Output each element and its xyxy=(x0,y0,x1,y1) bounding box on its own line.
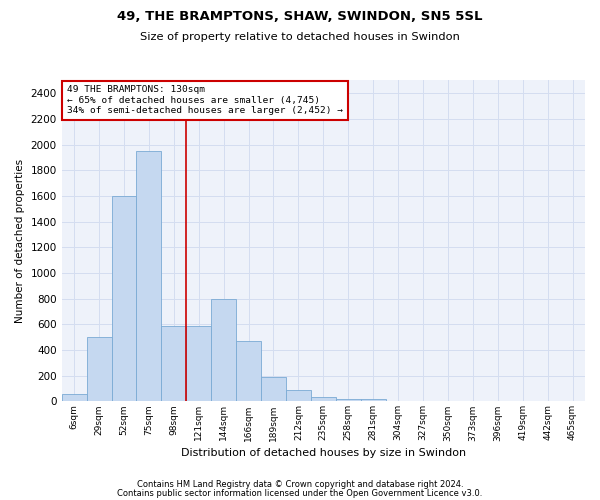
Text: Contains public sector information licensed under the Open Government Licence v3: Contains public sector information licen… xyxy=(118,488,482,498)
Bar xyxy=(336,399,361,402)
Bar xyxy=(211,298,236,402)
X-axis label: Distribution of detached houses by size in Swindon: Distribution of detached houses by size … xyxy=(181,448,466,458)
Bar xyxy=(361,400,386,402)
Bar xyxy=(62,394,86,402)
Bar xyxy=(236,341,261,402)
Bar xyxy=(186,326,211,402)
Bar xyxy=(261,377,286,402)
Text: Size of property relative to detached houses in Swindon: Size of property relative to detached ho… xyxy=(140,32,460,42)
Y-axis label: Number of detached properties: Number of detached properties xyxy=(15,159,25,323)
Bar xyxy=(286,390,311,402)
Bar xyxy=(112,196,136,402)
Bar xyxy=(161,326,186,402)
Bar xyxy=(86,337,112,402)
Bar xyxy=(311,397,336,402)
Bar xyxy=(136,151,161,402)
Bar xyxy=(386,401,410,402)
Text: 49, THE BRAMPTONS, SHAW, SWINDON, SN5 5SL: 49, THE BRAMPTONS, SHAW, SWINDON, SN5 5S… xyxy=(117,10,483,23)
Text: Contains HM Land Registry data © Crown copyright and database right 2024.: Contains HM Land Registry data © Crown c… xyxy=(137,480,463,489)
Text: 49 THE BRAMPTONS: 130sqm
← 65% of detached houses are smaller (4,745)
34% of sem: 49 THE BRAMPTONS: 130sqm ← 65% of detach… xyxy=(67,86,343,115)
